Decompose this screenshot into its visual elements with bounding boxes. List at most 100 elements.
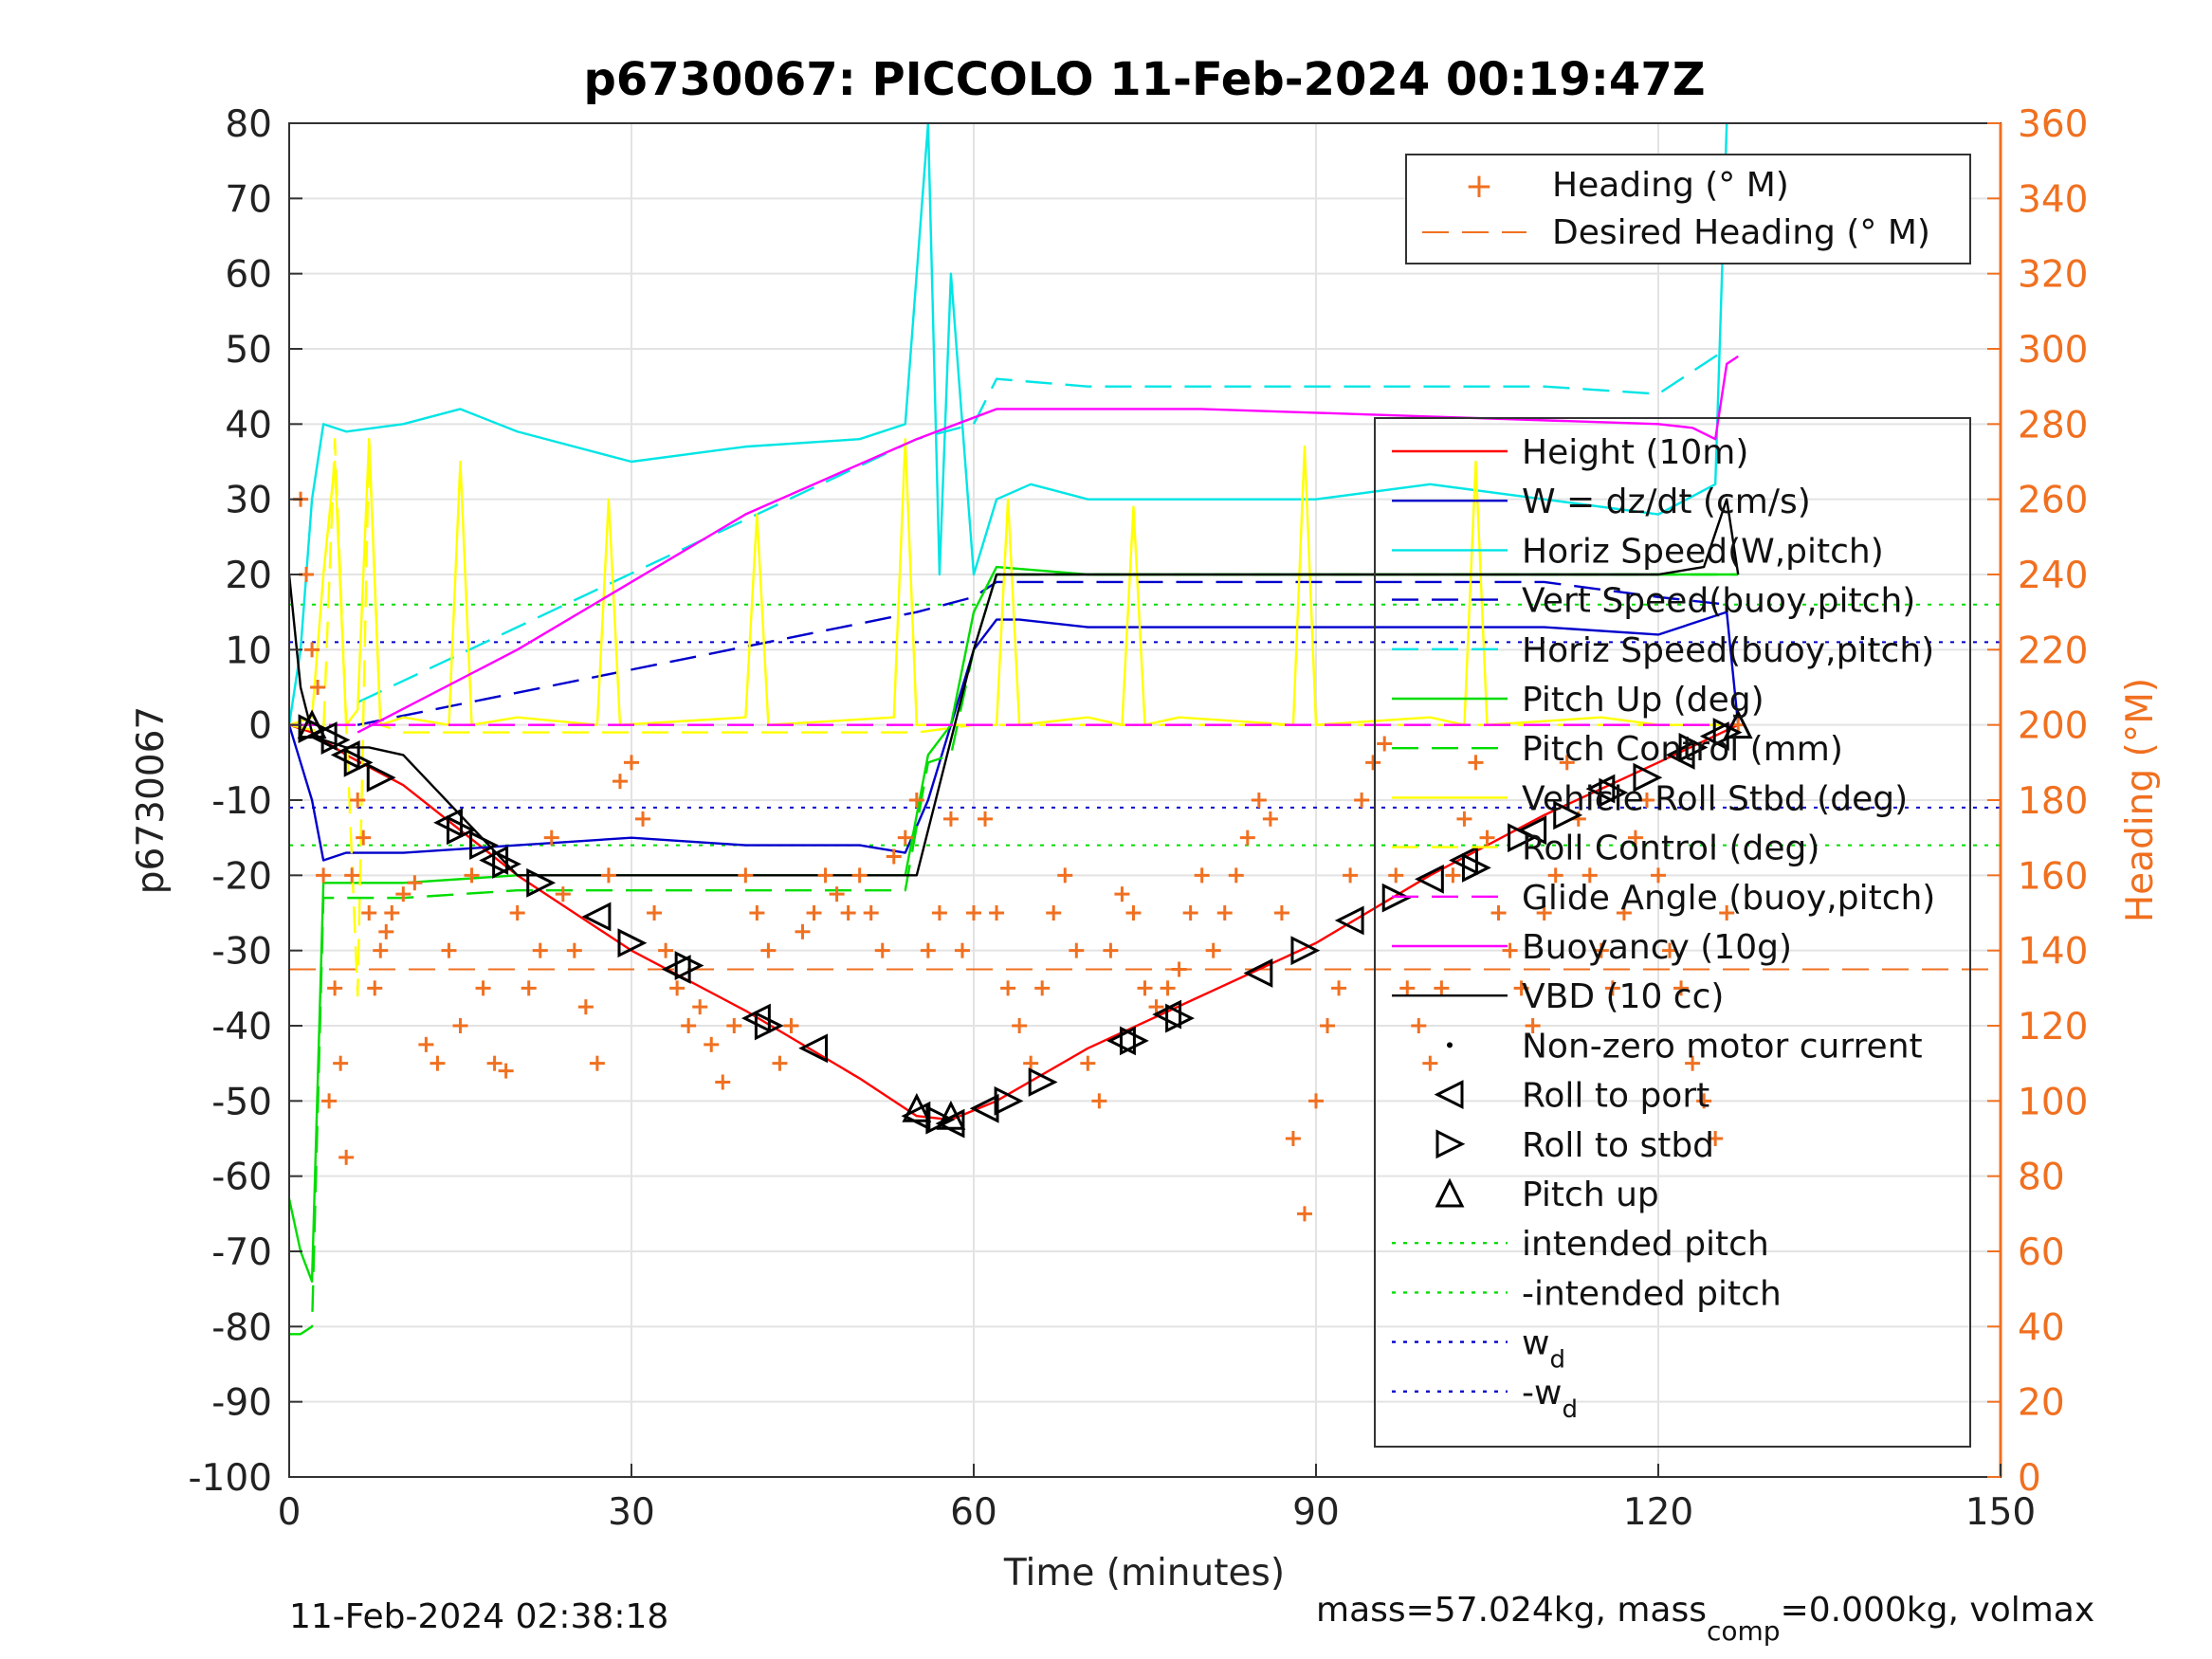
footer-mass-sub: comp — [1707, 1615, 1781, 1647]
main-legend: Height (10m) W = dz/dt (cm/s) Horiz Speed(… — [1374, 417, 1971, 1448]
y2-tick-label: 40 — [2018, 1306, 2065, 1349]
heading-point — [1365, 755, 1381, 771]
roll-to-stbd-marker — [754, 1011, 784, 1041]
legend-label: Buoyancy (10g) — [1522, 928, 1792, 967]
heading-point — [829, 886, 845, 902]
heading-point — [1296, 1206, 1312, 1222]
y-tick-label: 30 — [225, 480, 272, 522]
heading-point — [1719, 905, 1735, 921]
heading-point — [715, 1074, 731, 1090]
heading-point — [1638, 793, 1654, 808]
heading-point — [989, 905, 1005, 921]
legend-entry: intended pitch — [1392, 1225, 1769, 1264]
y-axis: 80 70 60 50 40 30 20 10 0 -10 -20 -30 -40 -50 -60 -70 -8… — [188, 103, 302, 1500]
series-line — [287, 121, 1728, 725]
x-tick-label: 90 — [1292, 1491, 1340, 1534]
legend-label-text: intended pitch — [1522, 1225, 1769, 1264]
y-tick-label: 80 — [225, 103, 272, 146]
heading-point — [851, 867, 868, 884]
series-line — [288, 723, 1739, 1121]
series-line — [287, 611, 1740, 862]
legend-label: Horiz Speed(buoy,pitch) — [1522, 631, 1934, 670]
heading-point — [920, 942, 936, 958]
heading-point — [1445, 867, 1461, 884]
legend-label: Height (10m) — [1522, 433, 1748, 472]
roll-to-stbd-marker — [1290, 936, 1321, 966]
heading-point — [726, 1018, 742, 1033]
roll-to-stbd-marker — [1381, 883, 1412, 913]
roll-to-stbd-marker — [526, 867, 557, 898]
heading-point — [1262, 811, 1278, 827]
heading-point — [738, 867, 754, 884]
heading-point — [1228, 867, 1244, 884]
heading-point — [1308, 1093, 1324, 1109]
heading-point — [333, 1055, 349, 1071]
roll-to-port-marker — [969, 1093, 999, 1123]
y-tick-label: -50 — [211, 1081, 272, 1123]
y2-tick-label: 280 — [2018, 404, 2088, 447]
heading-point — [658, 942, 674, 958]
legend-label: VBD (10 cc) — [1522, 977, 1724, 1016]
legend-entry: Vehicle Roll Stbd (deg) — [1392, 779, 1908, 818]
heading-point — [908, 793, 924, 808]
legend-label-text: Pitch Up (deg) — [1522, 681, 1764, 720]
legend-label: Roll to stbd — [1522, 1126, 1714, 1165]
heading-point — [1194, 867, 1210, 884]
x-axis-label: Time (minutes) — [1003, 1552, 1285, 1595]
heading-point — [840, 905, 856, 921]
heading-point — [1536, 905, 1552, 921]
legend-label: Pitch Up (deg) — [1522, 681, 1764, 720]
y2-tick-label: 0 — [2018, 1457, 2041, 1500]
y2-tick-label: 340 — [2018, 178, 2088, 221]
roll-to-stbd-marker — [1553, 800, 1583, 830]
x-axis: 0 30 60 90 120 150 — [278, 1464, 2036, 1534]
heading-point — [600, 867, 616, 884]
y-tick-label: 60 — [225, 254, 272, 297]
y-tick-label: 0 — [248, 705, 272, 748]
y-tick-label: -90 — [211, 1382, 272, 1425]
heading-point — [783, 1018, 799, 1033]
roll-to-stbd-marker — [1678, 733, 1709, 762]
y-tick-label: -70 — [211, 1231, 272, 1274]
heading-point — [310, 680, 326, 695]
legend-label-text: Horiz Speed(W,pitch) — [1522, 532, 1884, 571]
y-tick-label: -30 — [211, 931, 272, 974]
heading-point — [327, 980, 343, 996]
heading-point — [338, 1149, 355, 1165]
heading-point — [395, 886, 411, 902]
heading-point — [874, 942, 890, 958]
legend-label: -intended pitch — [1522, 1274, 1782, 1313]
heading-point — [555, 886, 571, 902]
heading-point — [760, 942, 777, 958]
y2-tick-label: 320 — [2018, 254, 2088, 297]
heading-point — [321, 1093, 338, 1109]
heading-point — [795, 923, 811, 939]
pitch-up-marker — [297, 709, 327, 739]
heading-point — [1662, 942, 1678, 958]
roll-to-port-marker — [581, 902, 612, 932]
chart-title: p6730067: PICCOLO 11-Feb-2024 00:19:47Z — [583, 53, 1705, 106]
heading-point — [1547, 867, 1563, 884]
legend-entry: Pitch Control (mm) — [1392, 730, 1843, 769]
y-tick-label: 40 — [225, 404, 272, 447]
heading-point — [1046, 905, 1062, 921]
series-line — [288, 438, 1739, 997]
roll-to-stbd-marker — [447, 815, 476, 846]
heading-point — [566, 942, 582, 958]
legend-label: W = dz/dt (cm/s) — [1522, 483, 1811, 521]
legend-swatch-dot — [1447, 1042, 1453, 1048]
heading-point — [749, 905, 765, 921]
y2-tick-label: 240 — [2018, 555, 2088, 597]
roll-to-stbd-marker — [1165, 1003, 1195, 1033]
roll-to-port-marker — [1243, 958, 1273, 988]
legend-entry: Pitch up — [1435, 1176, 1659, 1214]
heading-point — [1125, 905, 1142, 921]
heading-point — [1479, 830, 1495, 846]
y2-tick-label: 260 — [2018, 480, 2088, 522]
heading-point — [1251, 793, 1267, 808]
heading-point — [344, 867, 360, 884]
legend-label-text: Roll to stbd — [1522, 1126, 1714, 1165]
marker-layer — [297, 709, 1753, 1139]
series-line — [356, 580, 1728, 726]
heading-point — [954, 942, 970, 958]
